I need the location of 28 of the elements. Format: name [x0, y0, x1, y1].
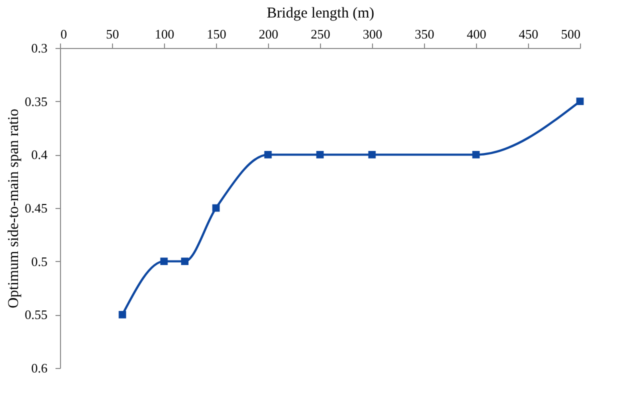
y-tick-label: 0.5 — [31, 254, 48, 269]
point — [368, 150, 376, 158]
x-tick-label: 50 — [106, 26, 119, 42]
x-tick-label: 100 — [154, 26, 174, 42]
y-tick-label: 0.45 — [24, 200, 48, 216]
x-tick-label: 200 — [258, 26, 278, 42]
y-tick-label: 0.6 — [31, 360, 48, 376]
point — [160, 258, 168, 266]
x-axis-title: Bridge length (m) — [266, 6, 374, 22]
point — [316, 150, 324, 158]
point — [472, 150, 480, 158]
point — [118, 310, 126, 318]
x-tick-label: 0 — [60, 26, 67, 42]
x-tick-label: 400 — [466, 26, 486, 42]
y-tick-label: 0.4 — [31, 147, 48, 162]
point — [264, 150, 272, 158]
point — [181, 258, 189, 266]
point — [576, 98, 584, 106]
x-tick-label: 500 — [561, 26, 580, 42]
y-tick-label: 0.55 — [24, 307, 48, 322]
x-tick-label: 450 — [518, 26, 538, 42]
y-tick-label: 0.35 — [24, 94, 48, 109]
x-tick-label: 350 — [414, 26, 434, 42]
x-tick-label: 150 — [206, 26, 226, 42]
x-tick-label: 250 — [310, 26, 330, 42]
x-tick-label: 300 — [362, 26, 382, 42]
y-tick-label: 0.3 — [31, 40, 48, 56]
y-axis-title: Optimum side-to-main span ratio — [6, 108, 22, 308]
